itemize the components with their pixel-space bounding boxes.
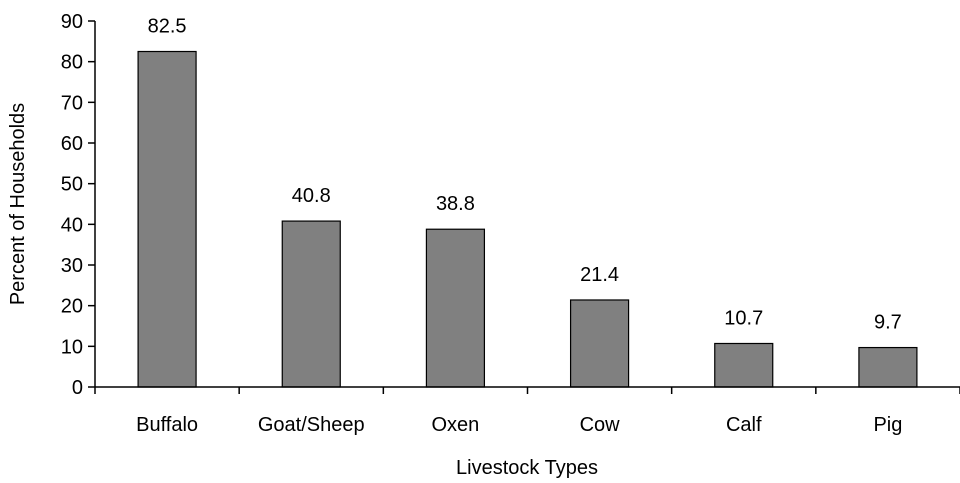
data-label: 10.7 xyxy=(724,307,763,329)
y-axis-ticks: 0 10 20 30 40 50 60 70 80 90 xyxy=(61,11,95,399)
x-tick-label: Calf xyxy=(726,414,762,436)
data-label: 38.8 xyxy=(436,193,475,215)
y-tick-label: 30 xyxy=(61,255,83,277)
x-tick-label: Oxen xyxy=(432,414,480,436)
bar-pig xyxy=(858,346,918,388)
y-tick-label: 20 xyxy=(61,296,83,318)
y-axis-title: Percent of Households xyxy=(7,103,29,305)
y-tick-label: 40 xyxy=(61,214,83,236)
x-axis-ticks: Buffalo Goat/Sheep Oxen Cow Calf Pig xyxy=(94,387,960,436)
x-tick-label: Buffalo xyxy=(136,414,198,436)
y-tick-label: 10 xyxy=(61,336,83,358)
y-tick-label: 60 xyxy=(61,133,83,155)
y-tick-label: 80 xyxy=(61,52,83,74)
y-tick-label: 0 xyxy=(72,377,83,399)
bar-cow xyxy=(569,299,630,388)
bars xyxy=(137,50,918,388)
y-tick-label: 50 xyxy=(61,174,83,196)
data-label: 82.5 xyxy=(148,16,187,38)
x-tick-label: Goat/Sheep xyxy=(258,414,365,436)
bar-buffalo xyxy=(137,50,197,388)
bar-calf xyxy=(714,342,774,388)
data-label: 9.7 xyxy=(874,312,902,334)
x-tick-label: Pig xyxy=(873,414,902,436)
data-labels: 82.5 40.8 38.8 21.4 10.7 9.7 xyxy=(148,16,902,334)
y-tick-label: 70 xyxy=(61,92,83,114)
bar-goat-sheep xyxy=(281,220,341,388)
x-axis-title: Livestock Types xyxy=(456,457,598,479)
y-tick-label: 90 xyxy=(61,11,83,33)
data-label: 40.8 xyxy=(292,185,331,207)
data-label: 21.4 xyxy=(580,264,619,286)
bar-oxen xyxy=(425,228,486,388)
x-tick-label: Cow xyxy=(580,414,621,436)
